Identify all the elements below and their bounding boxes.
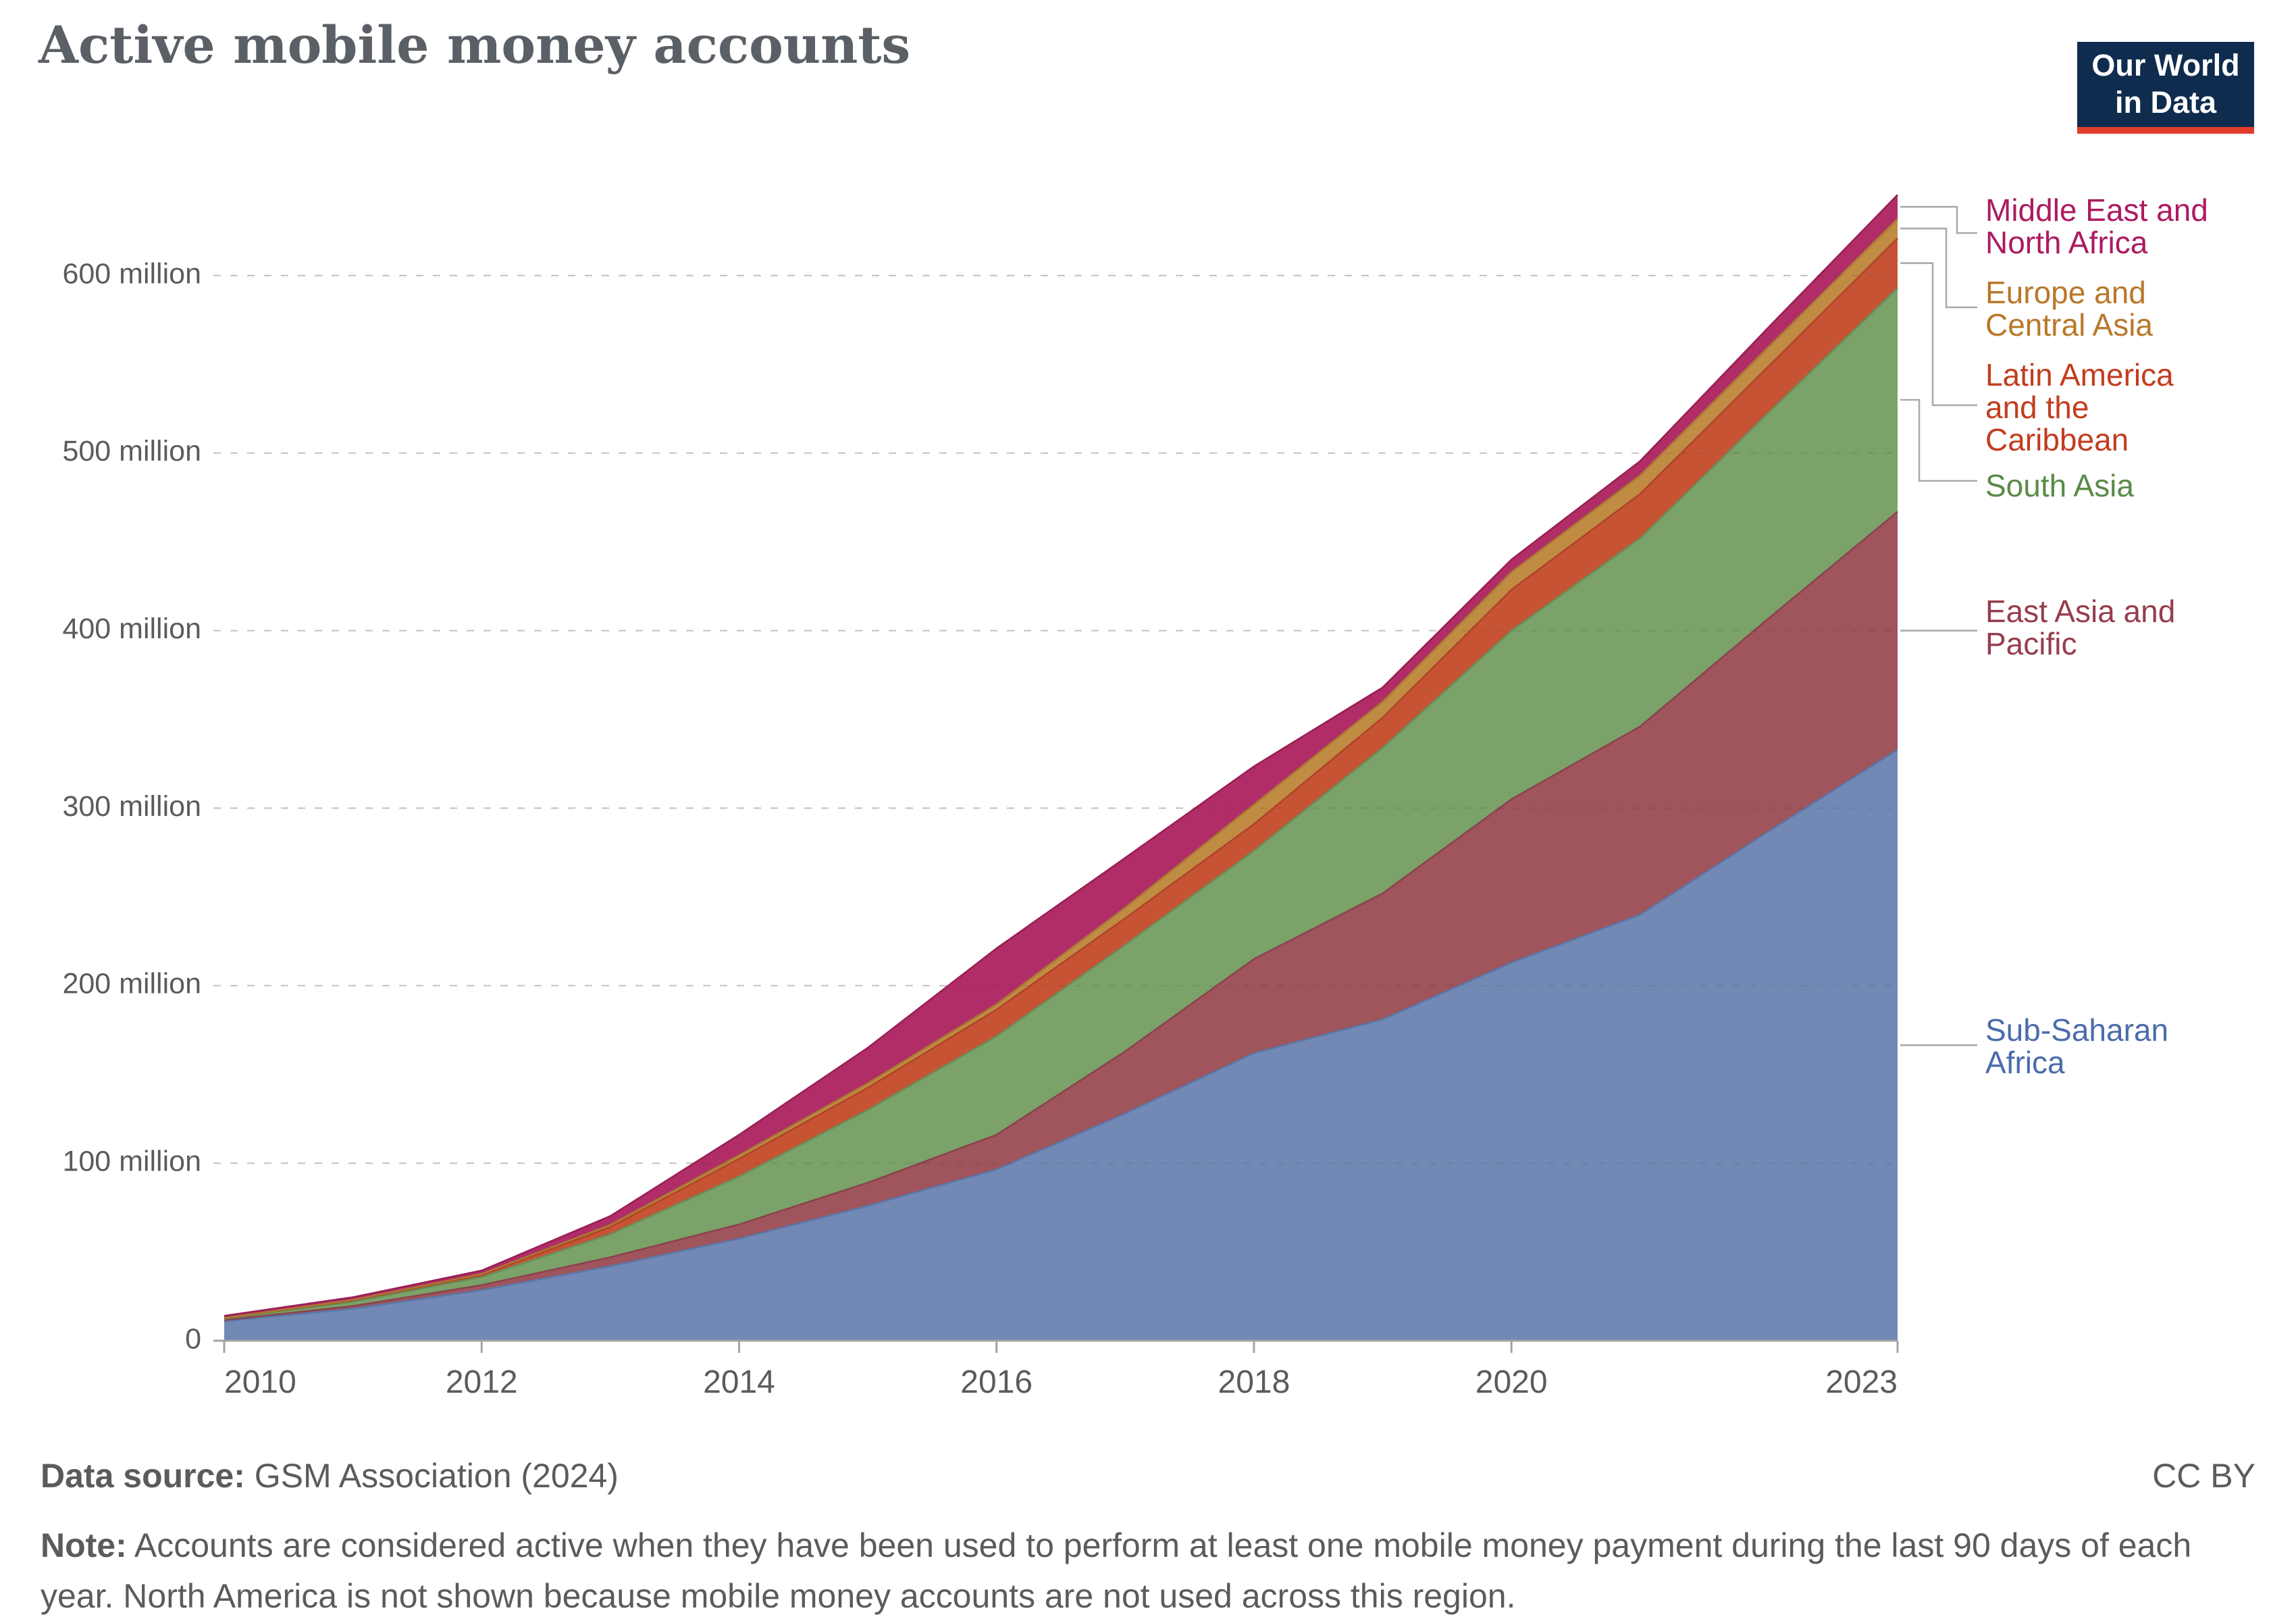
data-source-label: Data source: (41, 1457, 245, 1495)
y-axis-labels: 0 100 million 200 million 300 million 400 mi… (62, 257, 201, 1355)
x-tick-label-2018: 2018 (1218, 1364, 1290, 1400)
chart-note: Note: Accounts are considered active whe… (41, 1520, 2255, 1621)
legend-label-east-asia-and-pacific: East Asia and Pacific (1985, 594, 2296, 661)
legend-label-south-asia: South Asia (1985, 468, 2296, 503)
legend-label-line: Latin America (1985, 357, 2174, 392)
legend-label-line: South Asia (1985, 468, 2134, 503)
legend-label-line: Pacific (1985, 625, 2077, 661)
area-east-asia-and-pacific (224, 511, 1898, 1322)
x-tick-label-2012: 2012 (446, 1364, 518, 1400)
area-edge-europe-and-central-asia (224, 217, 1898, 1319)
legend-connector-south-asia (1900, 398, 1977, 482)
legend-label-middle-east-and-north-africa: Middle East and North Africa (1985, 192, 2296, 260)
owid-logo-line1: Our World (2091, 48, 2240, 83)
license-badge: CC BY (2152, 1457, 2255, 1495)
y-tick-label-600: 600 million (62, 257, 201, 290)
x-tick-label-2023: 2023 (1825, 1364, 1898, 1400)
chart-footer: Data source: GSM Association (2024) CC B… (41, 1451, 2255, 1621)
y-tick-label-100: 100 million (62, 1146, 201, 1178)
y-tick-label-0: 0 (185, 1322, 201, 1355)
area-edge-sub-saharan-africa (224, 748, 1898, 1322)
legend-label-line: Middle East and (1985, 192, 2208, 228)
y-tick-label-200: 200 million (62, 968, 201, 1000)
x-tick-label-2016: 2016 (960, 1364, 1033, 1400)
area-sub-saharan-africa (224, 749, 1898, 1341)
legend-label-line: Caribbean (1985, 421, 2129, 457)
y-tick-label-300: 300 million (62, 790, 201, 823)
data-source-text: GSM Association (2024) (244, 1457, 619, 1495)
x-axis-labels: 2010 2012 2014 2016 2018 2020 2023 (224, 1364, 1898, 1400)
area-edge-east-asia-and-pacific (224, 511, 1898, 1321)
area-series-group (224, 195, 1898, 1341)
legend-label-line: Sub-Saharan (1985, 1012, 2169, 1048)
owid-logo: Our World in Data (2077, 42, 2254, 134)
legend-label-sub-saharan-africa: Sub-Saharan Africa (1985, 1014, 2296, 1079)
x-tick-label-2010: 2010 (224, 1364, 296, 1400)
legend-label-europe-and-central-asia: Europe and Central Asia (1985, 275, 2296, 342)
legend-connector-latin-america-and-the-caribbean (1900, 262, 1977, 407)
x-tick-label-2014: 2014 (703, 1364, 775, 1400)
data-source-line: Data source: GSM Association (2024) (41, 1451, 619, 1501)
y-tick-label-500: 500 million (62, 435, 201, 467)
legend-label-line: Europe and (1985, 275, 2146, 310)
legend-label-line: Africa (1985, 1044, 2065, 1080)
x-axis (213, 1339, 1899, 1353)
page-title: Active mobile money accounts (38, 15, 911, 75)
legend-label-line: East Asia and (1985, 594, 2176, 629)
y-tick-label-400: 400 million (62, 613, 201, 645)
legend-label-line: and the (1985, 389, 2089, 425)
legend-connectors (1900, 205, 1977, 1046)
x-tick-label-2020: 2020 (1476, 1364, 1548, 1400)
area-edge-lines (224, 194, 1898, 1322)
legend-label-line: Central Asia (1985, 307, 2154, 342)
area-edge-south-asia (224, 287, 1898, 1320)
area-edge-latin-america-and-the-caribbean (224, 237, 1898, 1319)
gridline-overlay (213, 274, 1898, 1164)
legend-connector-europe-and-central-asia (1900, 228, 1977, 309)
note-text: Accounts are considered active when they… (41, 1526, 2192, 1615)
area-edge-middle-east-and-north-africa (224, 194, 1898, 1317)
legend-label-line: North Africa (1985, 224, 2148, 260)
legend-label-latin-america-and-the-caribbean: Latin America and the Caribbean (1985, 359, 2296, 456)
note-label: Note: (41, 1526, 127, 1564)
owid-logo-line2: in Data (2114, 85, 2217, 120)
legend-connector-middle-east-and-north-africa (1900, 205, 1977, 234)
